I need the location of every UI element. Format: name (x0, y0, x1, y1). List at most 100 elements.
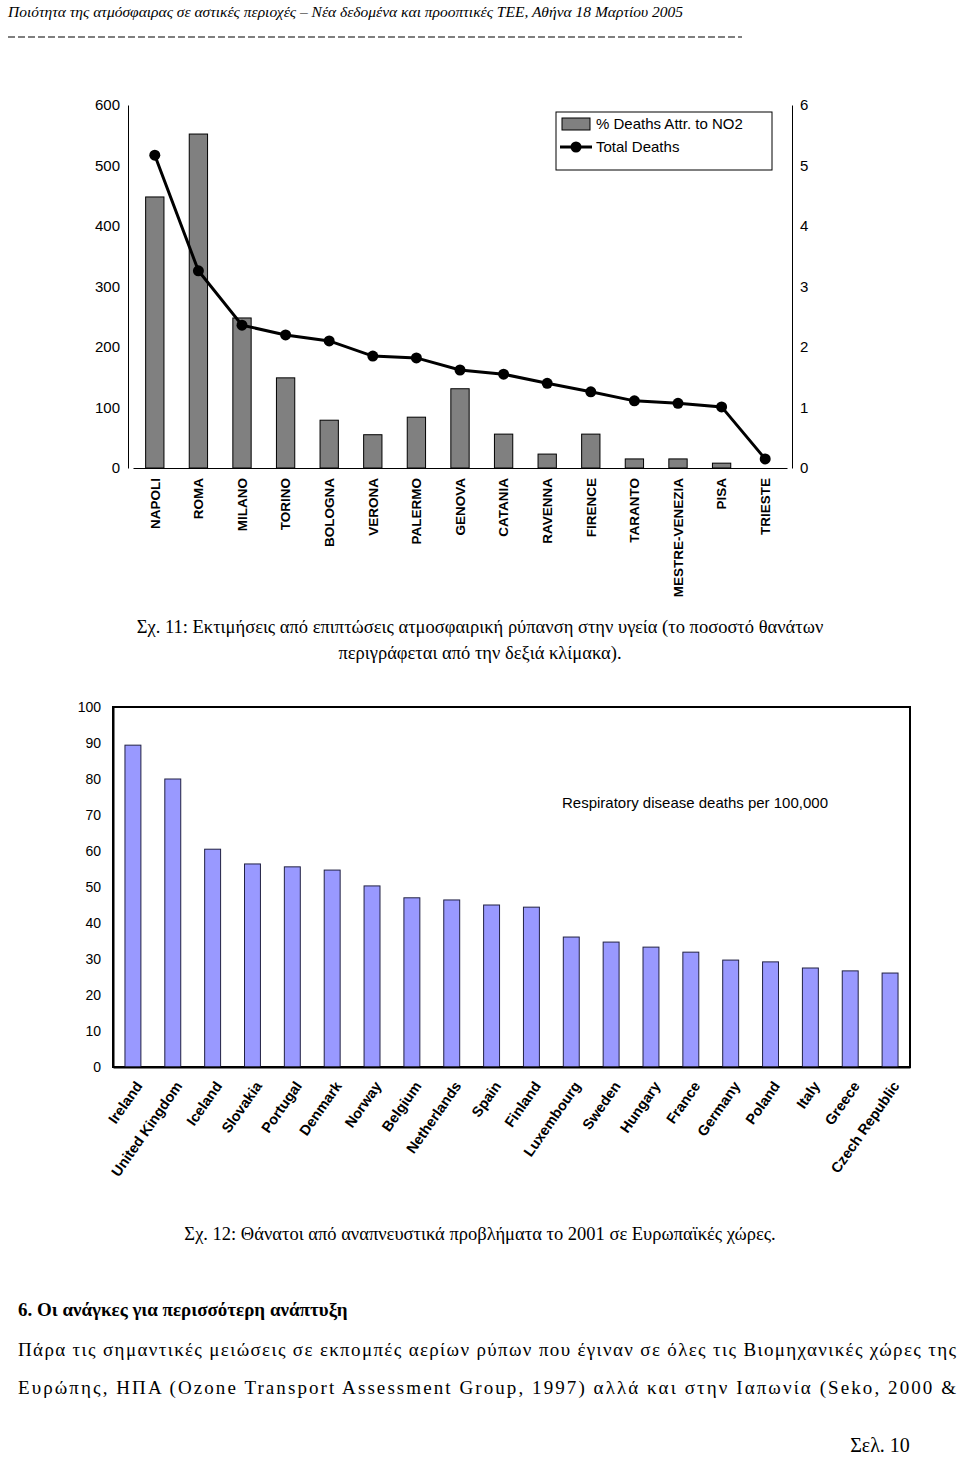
tick-label: 50 (85, 879, 101, 895)
marker (237, 320, 248, 331)
tick-label: 300 (95, 278, 120, 295)
tick-label: Greece (822, 1078, 863, 1127)
header-title: Ποιότητα της ατμόσφαιρας σε αστικές περι… (7, 3, 683, 20)
tick: NAPOLI (148, 468, 163, 529)
bar (324, 870, 340, 1067)
tick: Germany (694, 1067, 743, 1139)
tick: Greece (822, 1067, 863, 1128)
tick-label: 40 (85, 915, 101, 931)
tick-label: MESTRE-VENEZIA (671, 478, 686, 598)
tick-label: RAVENNA (540, 478, 555, 544)
tick: Belgium (379, 1067, 425, 1134)
tick-label: Hungary (617, 1078, 664, 1135)
tick: 400 (95, 217, 128, 234)
x-axis: IrelandUnited KingdomIcelandSlovakiaPort… (105, 1067, 910, 1179)
caption: Σχ. 12: Θάνατοι από αναπνευστικά προβλήμ… (184, 1224, 775, 1244)
tick: 100 (95, 399, 128, 416)
axis-line (134, 468, 788, 469)
tick-label: 4 (800, 217, 808, 234)
y-axis: 0100200300400500600 (95, 96, 129, 476)
tick-label: 1 (800, 399, 808, 416)
line (155, 155, 765, 459)
tick-label: 3 (800, 278, 808, 295)
tick-label: 10 (85, 1023, 101, 1039)
tick-label: Netherlands (403, 1078, 464, 1156)
tick: MILANO (235, 468, 250, 531)
tick: 500 (95, 157, 128, 174)
tick-label: 90 (85, 735, 101, 751)
tick: VERONA (366, 468, 381, 536)
tick-label: Poland (742, 1078, 783, 1127)
tick: ROMA (191, 468, 206, 519)
tick-label: 0 (93, 1059, 101, 1075)
tick: 100 (78, 699, 113, 715)
tick: 40 (85, 915, 113, 931)
bar (284, 867, 300, 1067)
bar (683, 952, 699, 1067)
tick: Netherlands (403, 1067, 464, 1156)
bar (276, 378, 294, 468)
tick-label: 500 (95, 157, 120, 174)
tick: France (663, 1067, 703, 1127)
bar (364, 886, 380, 1067)
tick-label: Spain (468, 1078, 504, 1120)
bar (494, 434, 512, 468)
tick: TRIESTE (758, 468, 773, 535)
bar (451, 389, 469, 468)
legend: % Deaths Attr. to NO2Total Deaths (556, 112, 772, 170)
tick-label: 6 (800, 96, 808, 113)
tick: United Kingdom (108, 1067, 185, 1179)
tick-label: 60 (85, 843, 101, 859)
tick: 0 (93, 1059, 113, 1075)
tick-label: United Kingdom (108, 1078, 185, 1179)
y-axis: 0102030405060708090100 (78, 699, 114, 1075)
caption: περιγράφεται από την δεξιά κλίμακα). (338, 643, 621, 664)
tick: 80 (85, 771, 113, 787)
bar (320, 420, 338, 468)
bar (146, 197, 164, 468)
marker (542, 378, 553, 389)
marker (716, 401, 727, 412)
tick: Czech Republic (828, 1067, 903, 1176)
bar (723, 960, 739, 1067)
tick: GENOVA (453, 468, 468, 536)
tick: 5 (792, 157, 808, 174)
bar (538, 454, 556, 468)
tick: Norway (341, 1067, 384, 1131)
tick-label: 2 (800, 338, 808, 355)
tick-label: 80 (85, 771, 101, 787)
bar (444, 900, 460, 1067)
tick: 600 (95, 96, 128, 113)
bar (165, 779, 181, 1067)
tick-label: CATANIA (496, 478, 511, 537)
y2-axis: 0 1 2 3 4 5 6 (792, 96, 808, 476)
tick: PISA (714, 468, 729, 510)
tick-label: GENOVA (453, 478, 468, 536)
tick-label: Finland (501, 1078, 544, 1129)
tick-label: BOLOGNA (322, 478, 337, 547)
tick: Hungary (617, 1067, 664, 1136)
marker (760, 453, 771, 464)
tick: Sweden (579, 1067, 624, 1133)
bar (842, 971, 858, 1067)
axis-line (113, 708, 115, 1068)
plot-frame (113, 707, 910, 1067)
marker (149, 150, 160, 161)
tick: 90 (85, 735, 113, 751)
tick: Spain (468, 1067, 504, 1120)
tick: 6 (792, 96, 808, 113)
bar (882, 973, 898, 1067)
tick-label: Sweden (579, 1078, 624, 1132)
chart: 0102030405060708090100IrelandUnited King… (78, 699, 911, 1179)
legend-marker (571, 142, 582, 153)
tick: Denmark (296, 1067, 345, 1138)
tick: Finland (501, 1067, 544, 1130)
tick-label: Norway (341, 1078, 384, 1130)
tick: FIRENCE (584, 468, 599, 537)
page: Ποιότητα της ατμόσφαιρας σε αστικές περι… (0, 0, 960, 1460)
tick-label: 0 (800, 459, 808, 476)
tick: 30 (85, 951, 113, 967)
tick: BOLOGNA (322, 468, 337, 547)
x-axis: NAPOLIROMAMILANOTORINOBOLOGNAVERONAPALER… (134, 468, 788, 597)
bar (205, 849, 221, 1067)
